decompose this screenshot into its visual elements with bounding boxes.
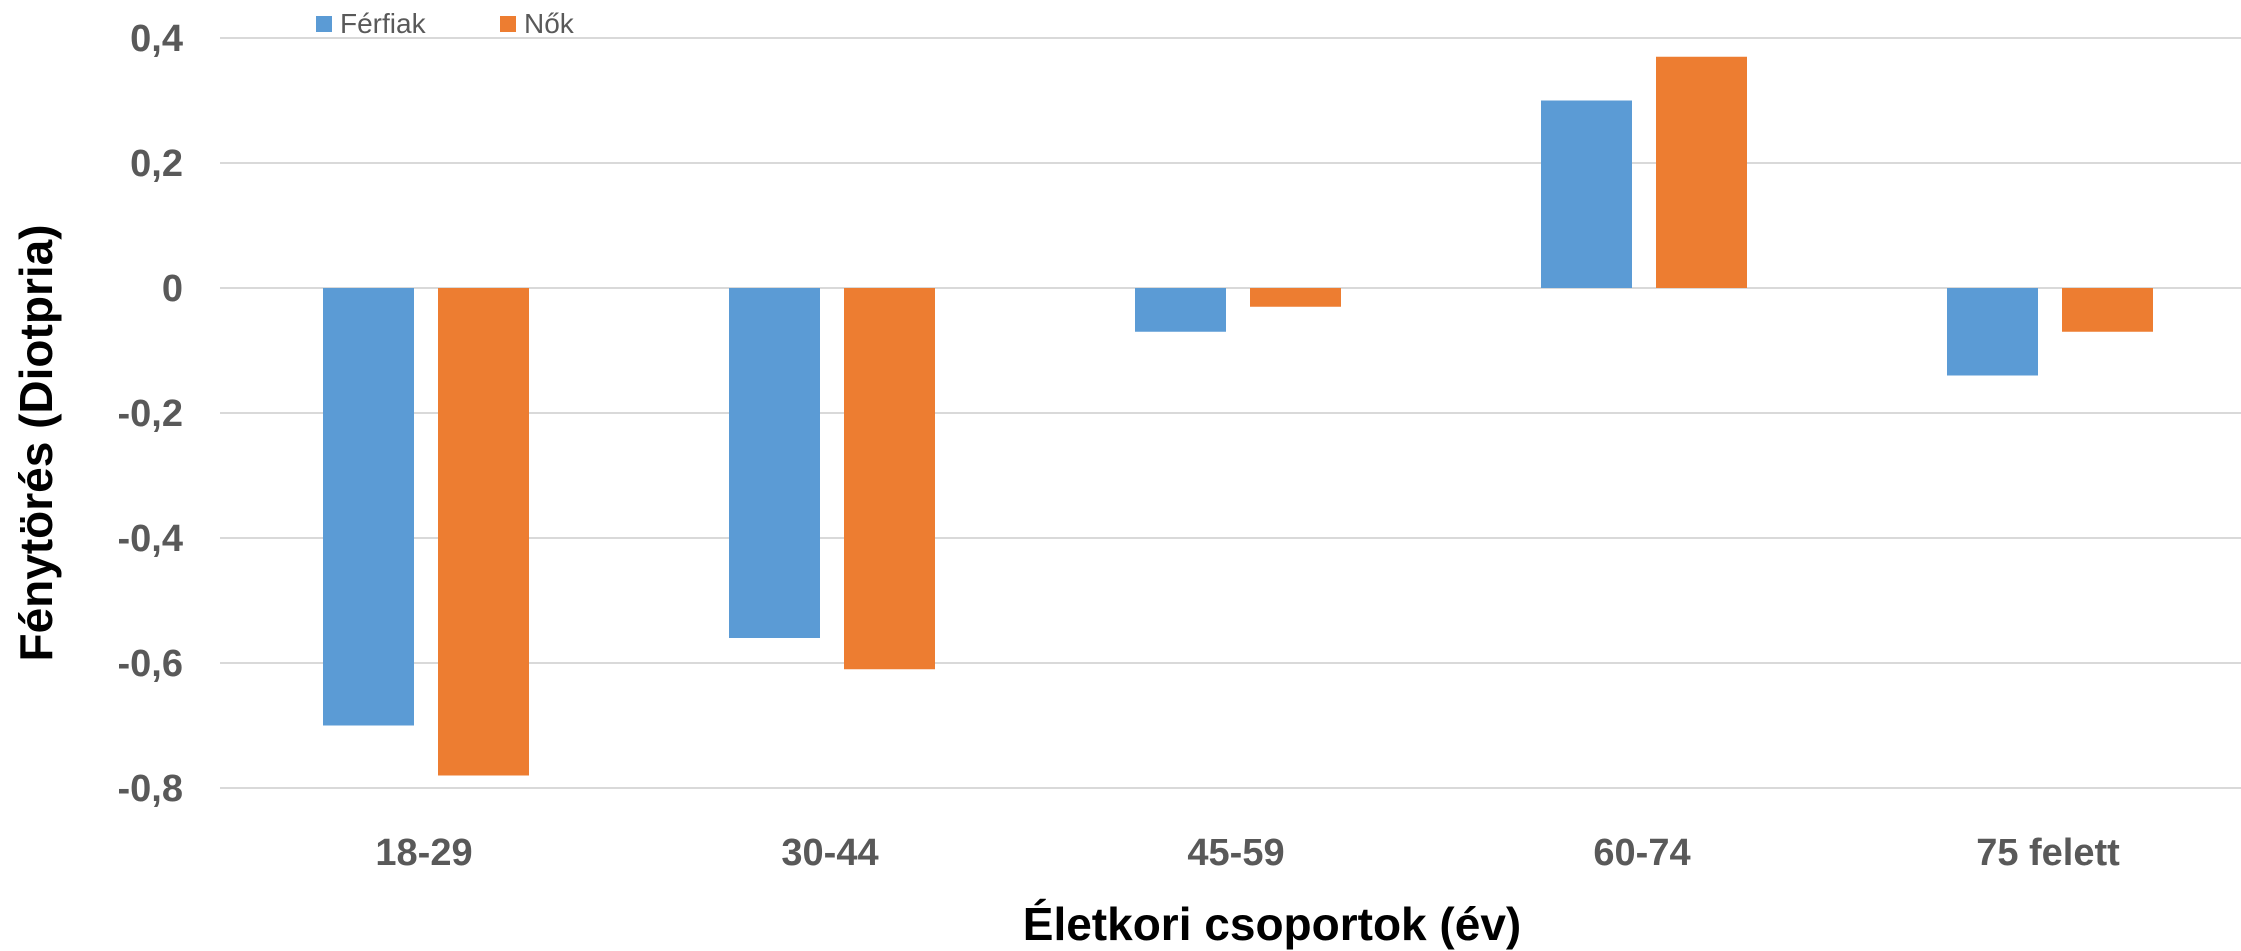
x-tick-label: 30-44 <box>781 832 878 874</box>
y-tick-label: -0,2 <box>118 393 183 435</box>
bar-ferfiak <box>1135 288 1226 332</box>
bars <box>323 56 2153 776</box>
x-tick-label: 75 felett <box>1976 832 2120 874</box>
bar-nok <box>1250 288 1341 307</box>
y-tick-label: -0,8 <box>118 768 183 810</box>
bar-ferfiak <box>1541 100 1632 288</box>
bar-nok <box>1656 56 1747 288</box>
y-tick-label: 0 <box>162 268 183 310</box>
legend-label: Nők <box>524 8 575 39</box>
bar-nok <box>844 288 935 670</box>
x-axis-ticks: 18-29 30-44 45-59 60-74 75 felett <box>375 832 2120 874</box>
bar-ferfiak <box>1947 288 2038 376</box>
bar-nok <box>2062 288 2153 332</box>
x-tick-label: 18-29 <box>375 832 472 874</box>
legend-swatch-nok <box>500 16 516 32</box>
legend-label: Férfiak <box>340 8 427 39</box>
y-tick-label: -0,4 <box>118 518 183 560</box>
y-tick-label: -0,6 <box>118 643 183 685</box>
legend: Férfiak Nők <box>316 8 575 39</box>
bar-ferfiak <box>729 288 820 638</box>
x-tick-label: 45-59 <box>1187 832 1284 874</box>
x-tick-label: 60-74 <box>1593 832 1690 874</box>
y-tick-label: 0,4 <box>130 18 183 60</box>
y-axis-ticks: 0,4 0,2 0 -0,2 -0,4 -0,6 -0,8 <box>118 18 183 810</box>
y-tick-label: 0,2 <box>130 143 183 185</box>
bar-ferfiak <box>323 288 414 726</box>
y-axis-title: Fénytörés (Diotpria) <box>10 224 62 661</box>
bar-nok <box>438 288 529 776</box>
gridlines <box>220 37 2241 789</box>
legend-swatch-ferfiak <box>316 16 332 32</box>
x-axis-title: Életkori csoportok (év) <box>1023 898 1521 950</box>
